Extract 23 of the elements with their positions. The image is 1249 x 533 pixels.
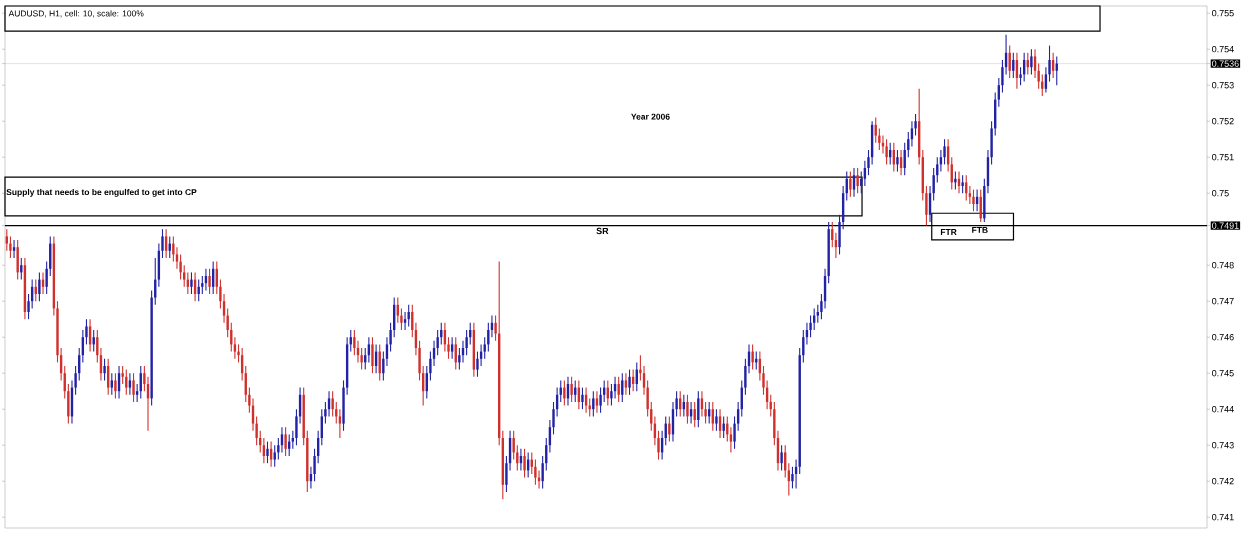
y-tick-label: 0.7536	[1212, 60, 1239, 67]
annotation: FTB	[972, 227, 988, 233]
y-tick-label: 0.751	[1212, 154, 1234, 161]
y-tick-label: 0.748	[1212, 262, 1234, 269]
y-tick-label: 0.754	[1212, 46, 1234, 53]
annotation: Supply that needs to be engulfed to get into CP	[6, 188, 197, 197]
y-tick-label: 0.745	[1212, 370, 1234, 377]
y-tick-label: 0.7491	[1212, 222, 1239, 229]
candlestick	[715, 408, 718, 432]
y-tick-label: 0.741	[1212, 514, 1234, 521]
y-tick-label: 0.747	[1212, 298, 1234, 305]
y-tick-label: 0.755	[1212, 10, 1234, 17]
y-tick-label: 0.742	[1212, 478, 1234, 485]
annotation: FTR	[940, 229, 957, 235]
y-tick-label: 0.746	[1212, 334, 1234, 341]
y-tick-label: 0.752	[1212, 118, 1234, 125]
y-tick-label: 0.744	[1212, 406, 1234, 413]
chart-title: AUDUSD, H1, cell: 10, scale: 100%	[8, 10, 144, 18]
y-tick-label: 0.753	[1212, 82, 1234, 89]
ref-line-label: SR	[596, 227, 609, 235]
y-tick-label: 0.75	[1212, 190, 1229, 197]
annotation: Year 2006	[631, 113, 670, 120]
y-tick-label: 0.743	[1212, 442, 1234, 449]
